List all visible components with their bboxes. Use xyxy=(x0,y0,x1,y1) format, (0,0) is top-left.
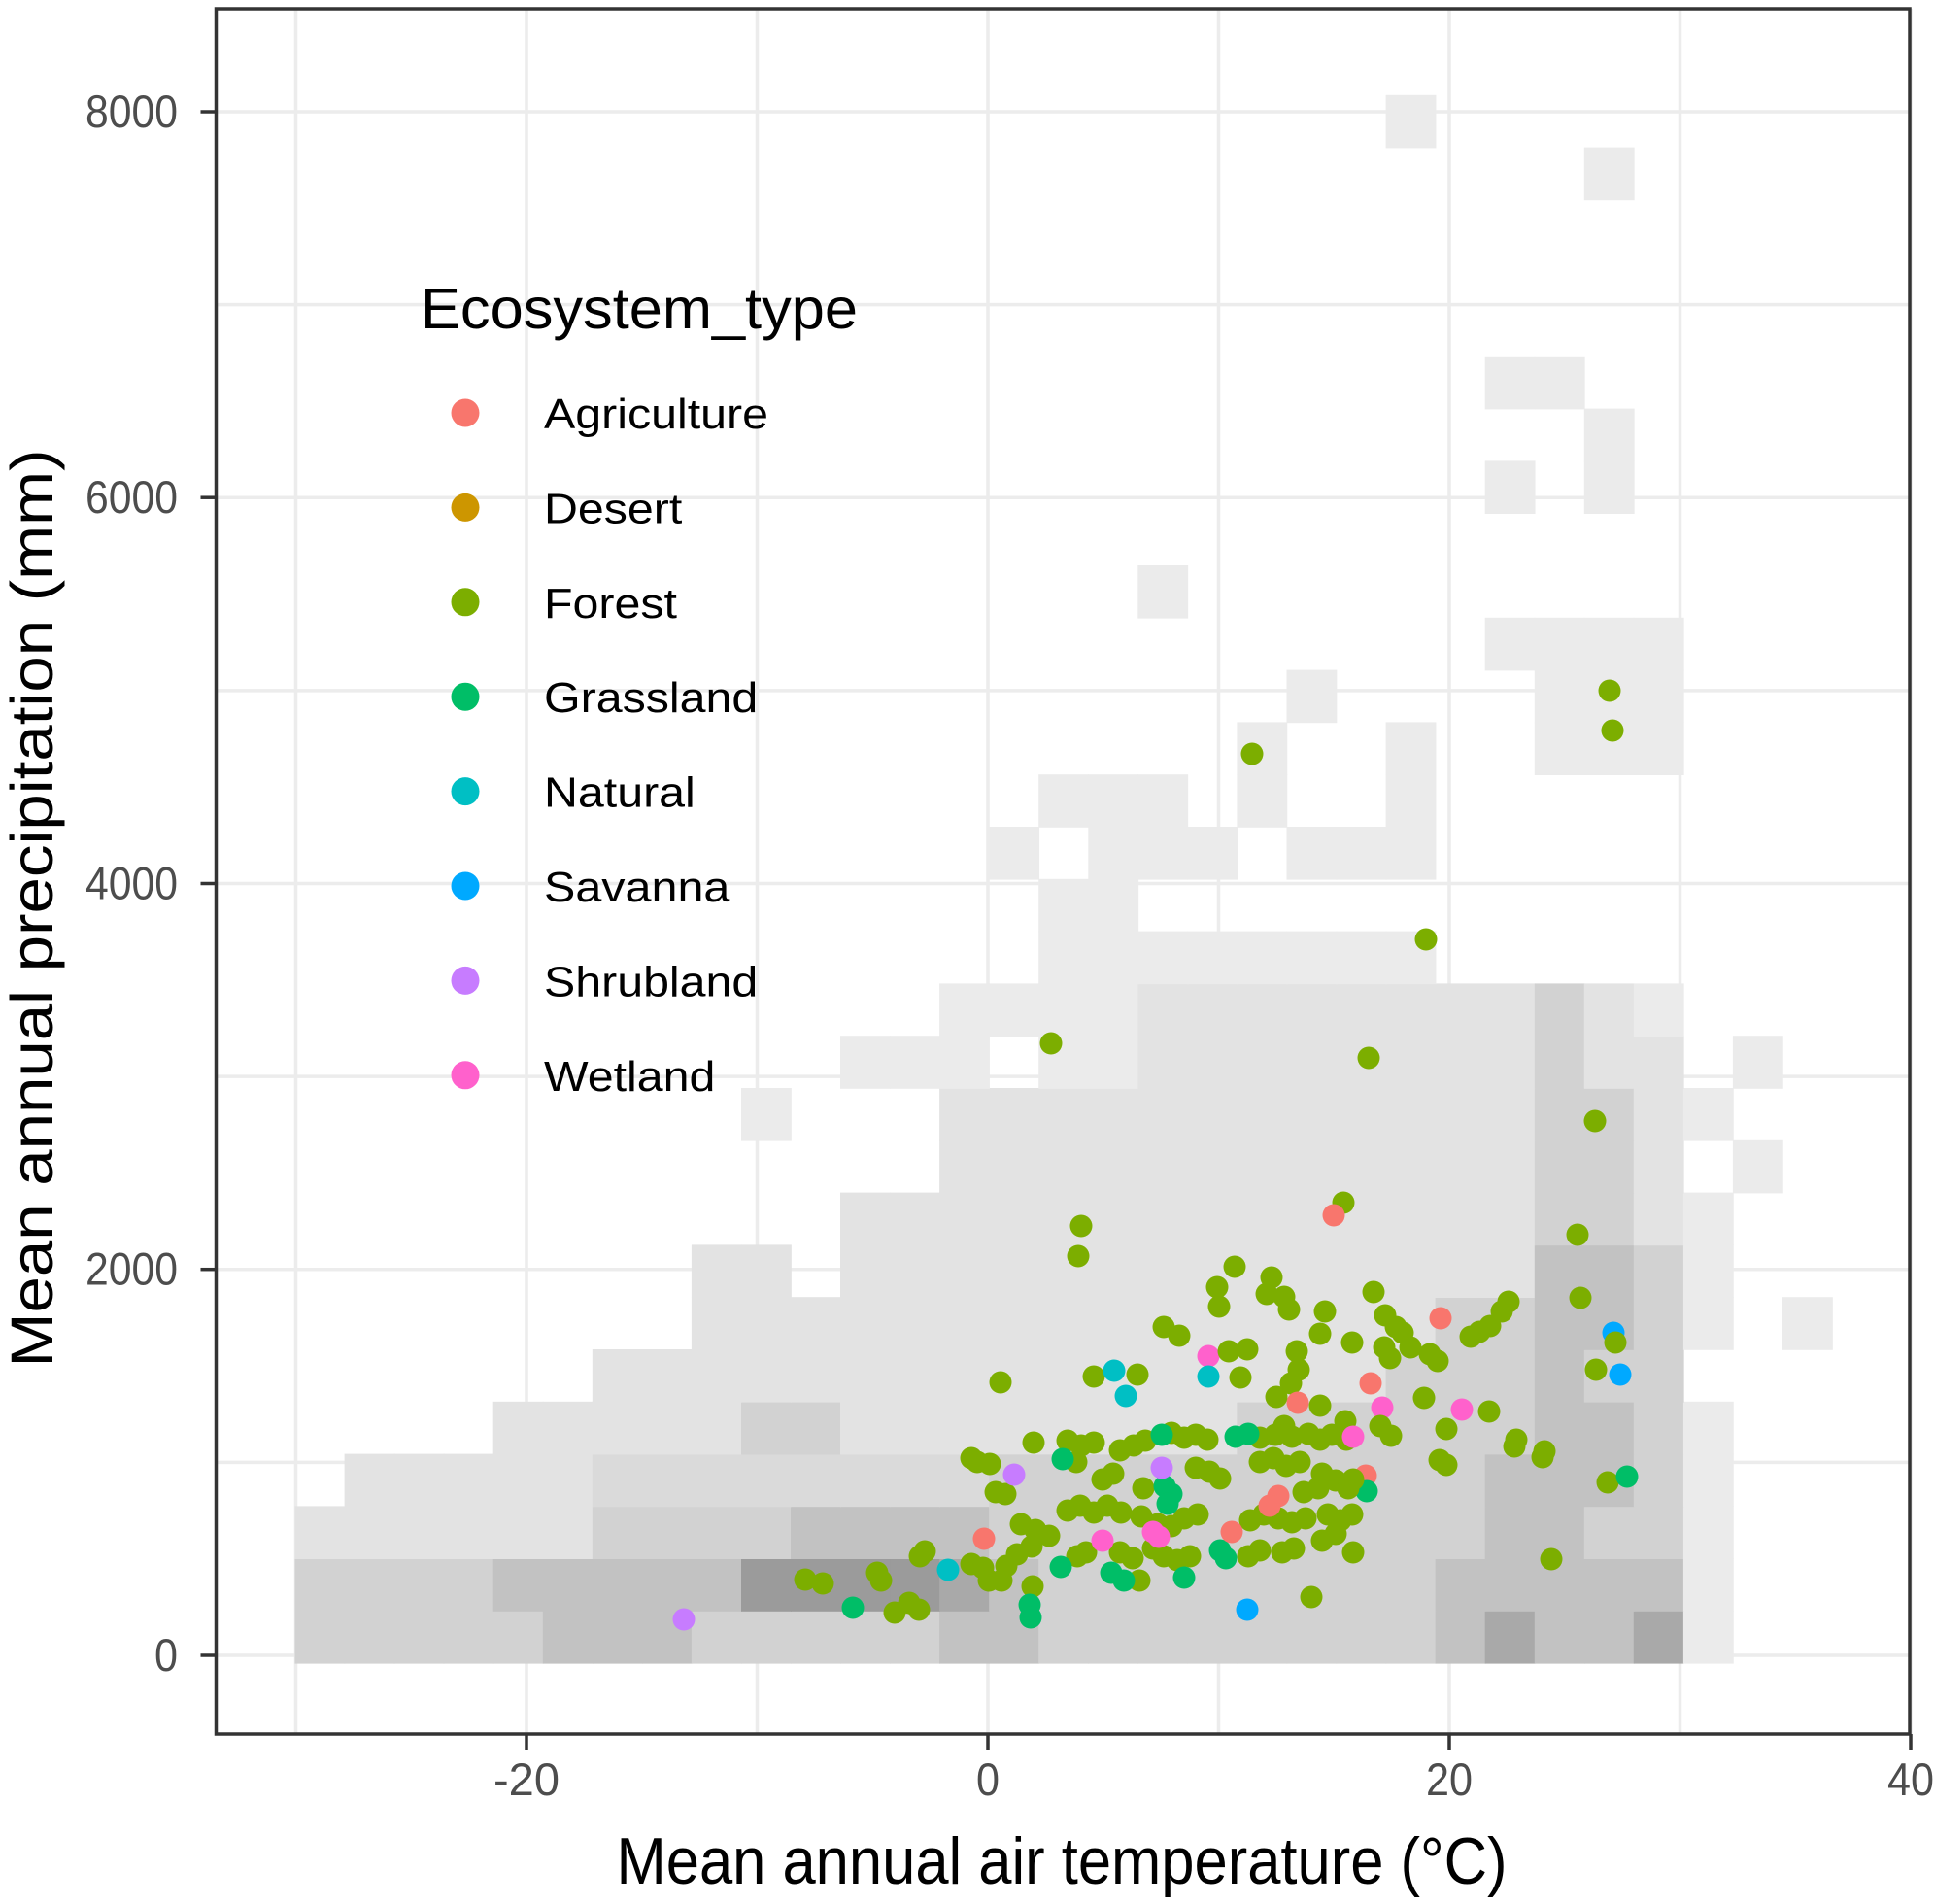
svg-text:Mean annual air temperature (°: Mean annual air temperature (°C) xyxy=(617,1824,1508,1898)
svg-text:20: 20 xyxy=(1426,1753,1473,1805)
svg-text:-20: -20 xyxy=(493,1753,560,1805)
svg-text:Grassland: Grassland xyxy=(544,674,758,722)
svg-text:8000: 8000 xyxy=(85,85,178,137)
svg-text:Ecosystem_type: Ecosystem_type xyxy=(421,276,858,341)
svg-text:Wetland: Wetland xyxy=(544,1053,715,1101)
svg-text:Forest: Forest xyxy=(544,580,677,628)
svg-text:2000: 2000 xyxy=(85,1243,178,1295)
svg-text:0: 0 xyxy=(154,1629,178,1681)
svg-text:Desert: Desert xyxy=(544,485,682,532)
svg-text:Agriculture: Agriculture xyxy=(544,391,768,438)
svg-text:0: 0 xyxy=(976,1753,1000,1805)
svg-text:Savanna: Savanna xyxy=(544,864,730,911)
svg-text:Shrubland: Shrubland xyxy=(544,958,758,1005)
svg-text:6000: 6000 xyxy=(85,471,178,523)
svg-text:Mean annual precipitation (mm): Mean annual precipitation (mm) xyxy=(0,450,65,1368)
svg-text:40: 40 xyxy=(1887,1753,1934,1805)
svg-text:4000: 4000 xyxy=(85,858,178,909)
svg-text:Natural: Natural xyxy=(544,769,696,817)
